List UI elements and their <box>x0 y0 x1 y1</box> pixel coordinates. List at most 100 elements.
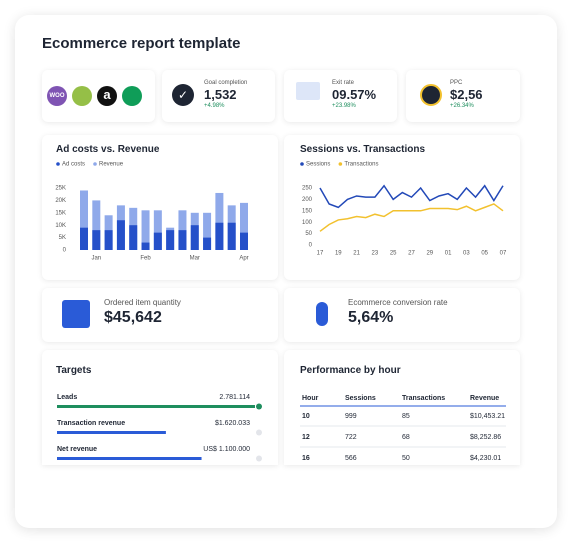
table-cell: 50 <box>402 455 410 462</box>
x-tick-label: 17 <box>317 251 324 257</box>
box-icon <box>62 300 90 328</box>
big-card: Ecommerce conversion rate 5,64% <box>284 288 520 342</box>
kpi-change: +23.98% <box>332 103 356 109</box>
table-cell: $8,252.86 <box>470 434 501 441</box>
big-label: Ecommerce conversion rate <box>348 298 448 307</box>
big-value: 5,64% <box>348 309 394 326</box>
bar <box>153 210 162 250</box>
legend-label: Revenue <box>99 162 124 168</box>
legend-swatch <box>338 162 343 166</box>
big-value: $45,642 <box>104 309 162 326</box>
legend-swatch <box>93 162 97 166</box>
chart-title: Ad costs vs. Revenue <box>56 144 160 155</box>
kpi-label: Exit rate <box>332 80 355 86</box>
x-tick-label: 29 <box>426 251 433 257</box>
y-tick-label: 250 <box>302 186 313 192</box>
line <box>319 203 504 232</box>
kpi-label: PPC <box>450 80 463 86</box>
chart-card: Sessions vs. Transactions <box>284 135 520 280</box>
target-bar <box>57 431 166 434</box>
y-tick-label: 15K <box>55 210 66 216</box>
table-cell: $4,230.01 <box>470 455 501 462</box>
line <box>319 184 504 209</box>
x-tick-label: Mar <box>190 256 200 262</box>
bar <box>240 232 248 250</box>
shopify-logo <box>72 86 92 106</box>
person-icon <box>316 302 328 326</box>
x-tick-label: 07 <box>500 251 507 257</box>
y-tick-label: 20K <box>55 198 66 204</box>
check-icon: ✓ <box>172 84 194 106</box>
title: Ecommerce report template <box>42 35 241 52</box>
bar <box>203 212 212 250</box>
table-cell: 68 <box>402 434 410 441</box>
kpi-change: +26.34% <box>450 103 474 109</box>
table-header: Transactions <box>402 395 445 402</box>
legend-label: Ad costs <box>62 162 85 168</box>
target-label: Transaction revenue <box>57 420 125 427</box>
bar <box>80 227 88 250</box>
x-tick-label: 05 <box>481 251 488 257</box>
target-dot <box>256 429 262 436</box>
legend-swatch <box>56 162 60 166</box>
target-dot <box>256 403 262 410</box>
bar <box>92 200 101 250</box>
x-tick-label: 25 <box>390 251 397 257</box>
target-bar <box>57 457 202 460</box>
x-tick-label: Jan <box>91 256 101 262</box>
bar <box>215 192 224 250</box>
ppc-icon <box>420 84 442 106</box>
table-card: Performance by hour <box>284 350 520 465</box>
target-value: 2.781.114 <box>219 394 250 401</box>
amazon-logo: a <box>97 86 117 106</box>
y-tick-label: 10K <box>55 223 66 229</box>
chart-title: Sessions vs. Transactions <box>300 144 426 155</box>
bar <box>141 242 150 250</box>
bar <box>190 225 199 250</box>
x-tick-label: 23 <box>372 251 379 257</box>
x-tick-label: Apr <box>239 256 248 262</box>
bar <box>80 190 88 250</box>
bar <box>153 232 162 250</box>
table-cell: 722 <box>345 434 357 441</box>
bar <box>178 230 187 250</box>
big-card: Ordered item quantity $45,642 <box>42 288 278 342</box>
bar <box>129 225 138 250</box>
bar <box>92 230 101 250</box>
target-label: Net revenue <box>57 446 97 453</box>
sheets-logo <box>122 86 142 106</box>
y-tick-label: 5K <box>59 235 66 241</box>
legend-label: Sessions <box>306 162 330 168</box>
table-cell: 85 <box>402 413 410 420</box>
table-cell: 12 <box>302 434 310 441</box>
bar <box>104 230 113 250</box>
bar <box>203 237 212 250</box>
x-tick-label: 27 <box>408 251 415 257</box>
y-tick-label: 200 <box>302 197 313 203</box>
bar <box>227 222 236 250</box>
table-header: Hour <box>302 395 319 402</box>
x-tick-label: 21 <box>353 251 360 257</box>
table-cell: 10 <box>302 413 310 420</box>
y-tick-label: 100 <box>302 220 313 226</box>
kpi-value: $2,56 <box>450 87 483 102</box>
legend-label: Transactions <box>344 162 378 168</box>
target-dot <box>256 455 262 462</box>
logos-card: WOO a <box>42 70 155 122</box>
woo-logo: WOO <box>47 86 67 106</box>
y-tick-label: 50 <box>305 231 312 237</box>
kpi-label: Goal completion <box>204 80 248 86</box>
bar <box>116 220 125 250</box>
table-cell: $10,453.21 <box>470 413 505 420</box>
y-tick-label: 150 <box>302 208 313 214</box>
bar <box>240 202 248 250</box>
exit-icon <box>296 82 320 100</box>
table-cell: 566 <box>345 455 357 462</box>
y-tick-label: 0 <box>63 248 67 254</box>
kpi-card: PPC $2,56 +26.34% <box>406 70 520 122</box>
kpi-value: 09.57% <box>332 87 377 102</box>
target-bar <box>57 405 255 408</box>
x-tick-label: 19 <box>335 251 342 257</box>
